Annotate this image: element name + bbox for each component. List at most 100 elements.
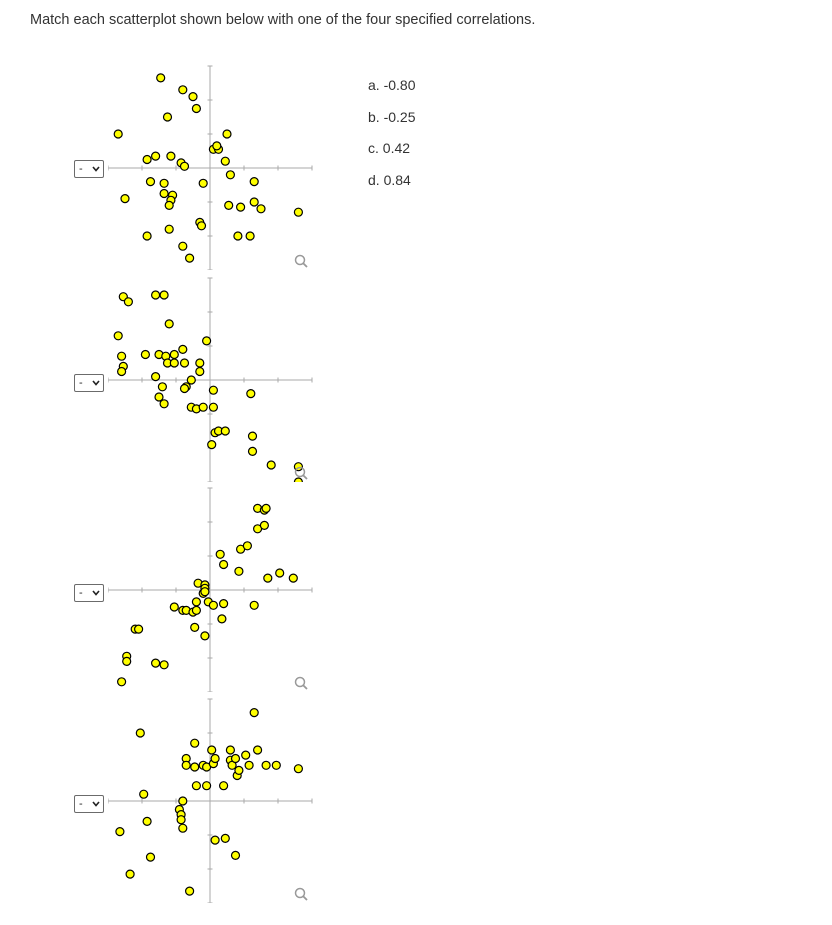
choice-d: d. 0.84 bbox=[368, 171, 411, 188]
data-point bbox=[154, 392, 164, 402]
data-point bbox=[210, 753, 220, 764]
data-point bbox=[293, 764, 303, 774]
data-point bbox=[242, 541, 252, 551]
data-point bbox=[245, 231, 255, 241]
choice-c: c. 0.42 bbox=[368, 140, 411, 156]
data-point bbox=[178, 241, 188, 251]
data-point bbox=[230, 850, 241, 860]
data-point bbox=[191, 781, 202, 791]
data-point bbox=[215, 549, 225, 559]
data-point bbox=[241, 750, 251, 760]
data-point bbox=[256, 204, 266, 214]
data-point bbox=[164, 200, 174, 210]
question-text: Match each scatterplot shown below with … bbox=[30, 12, 536, 28]
data-point bbox=[169, 349, 179, 360]
data-point bbox=[120, 194, 130, 204]
data-point bbox=[249, 600, 259, 610]
data-point bbox=[275, 568, 285, 578]
select-value: - bbox=[79, 163, 83, 175]
data-point bbox=[176, 815, 186, 825]
data-point bbox=[166, 151, 176, 161]
data-point bbox=[201, 781, 212, 791]
data-point bbox=[233, 231, 243, 241]
data-point bbox=[234, 566, 244, 576]
data-point bbox=[123, 297, 133, 307]
magnifier-icon[interactable] bbox=[294, 254, 308, 268]
data-point bbox=[169, 602, 179, 612]
data-point bbox=[200, 631, 210, 641]
data-point bbox=[220, 833, 230, 843]
select-value: - bbox=[79, 377, 83, 389]
data-point bbox=[210, 835, 220, 845]
data-point bbox=[164, 319, 174, 329]
data-point bbox=[225, 170, 236, 180]
data-point bbox=[198, 402, 208, 412]
choice-b: b. -0.25 bbox=[368, 108, 416, 125]
data-point bbox=[195, 366, 205, 377]
data-point bbox=[198, 178, 208, 188]
scatterplot-1 bbox=[108, 65, 313, 270]
data-point bbox=[178, 344, 188, 355]
data-point bbox=[184, 886, 195, 896]
data-point bbox=[117, 366, 127, 377]
data-point bbox=[196, 221, 207, 231]
data-point bbox=[190, 762, 200, 772]
correlation-select-3[interactable]: - bbox=[74, 584, 104, 602]
scatterplot-4 bbox=[108, 698, 313, 903]
scatter-row-4: - bbox=[0, 693, 340, 903]
data-point bbox=[159, 290, 169, 300]
data-point bbox=[113, 129, 123, 139]
data-point bbox=[208, 600, 219, 610]
data-point bbox=[150, 290, 161, 300]
magnifier-icon[interactable] bbox=[294, 466, 308, 480]
data-point bbox=[293, 477, 303, 482]
chevron-down-icon bbox=[92, 380, 100, 386]
data-point bbox=[225, 745, 236, 755]
data-point bbox=[140, 349, 151, 360]
correlation-select-2[interactable]: - bbox=[74, 374, 104, 392]
choices-list: a. -0.80 b. -0.25 c. 0.42 d. 0.84 bbox=[368, 76, 415, 202]
data-point bbox=[293, 207, 303, 217]
data-point bbox=[188, 91, 198, 102]
data-point bbox=[207, 440, 217, 450]
data-point bbox=[162, 112, 173, 122]
chevron-down-icon bbox=[92, 801, 100, 807]
data-point bbox=[190, 738, 200, 748]
data-point bbox=[181, 760, 191, 770]
data-point bbox=[159, 178, 169, 188]
scatterplot-3 bbox=[108, 487, 313, 692]
data-point bbox=[259, 520, 269, 531]
data-point bbox=[247, 446, 258, 456]
data-point bbox=[246, 388, 256, 399]
data-point bbox=[218, 781, 229, 791]
data-point bbox=[271, 760, 281, 770]
data-point bbox=[159, 399, 169, 409]
magnifier-icon[interactable] bbox=[294, 887, 308, 901]
data-point bbox=[122, 656, 132, 666]
data-point bbox=[159, 660, 169, 670]
data-point bbox=[150, 151, 161, 161]
scatter-row-1: - bbox=[0, 60, 340, 270]
data-point bbox=[266, 460, 276, 470]
data-point bbox=[191, 597, 202, 607]
data-point bbox=[145, 852, 156, 862]
data-point bbox=[191, 605, 202, 615]
data-point bbox=[217, 614, 227, 624]
data-point bbox=[220, 156, 230, 166]
data-point bbox=[169, 358, 179, 368]
scatterplot-2 bbox=[108, 277, 313, 482]
select-value: - bbox=[79, 587, 83, 599]
data-point bbox=[157, 382, 168, 392]
magnifier-icon[interactable] bbox=[294, 676, 308, 690]
select-value: - bbox=[79, 798, 83, 810]
correlation-select-4[interactable]: - bbox=[74, 795, 104, 813]
data-point bbox=[261, 760, 271, 770]
data-point bbox=[191, 103, 202, 114]
correlation-select-1[interactable]: - bbox=[74, 160, 104, 178]
data-point bbox=[179, 161, 190, 171]
data-point bbox=[139, 789, 149, 799]
data-point bbox=[288, 573, 298, 583]
data-point bbox=[230, 753, 241, 764]
data-point bbox=[125, 869, 135, 879]
data-point bbox=[234, 765, 244, 776]
